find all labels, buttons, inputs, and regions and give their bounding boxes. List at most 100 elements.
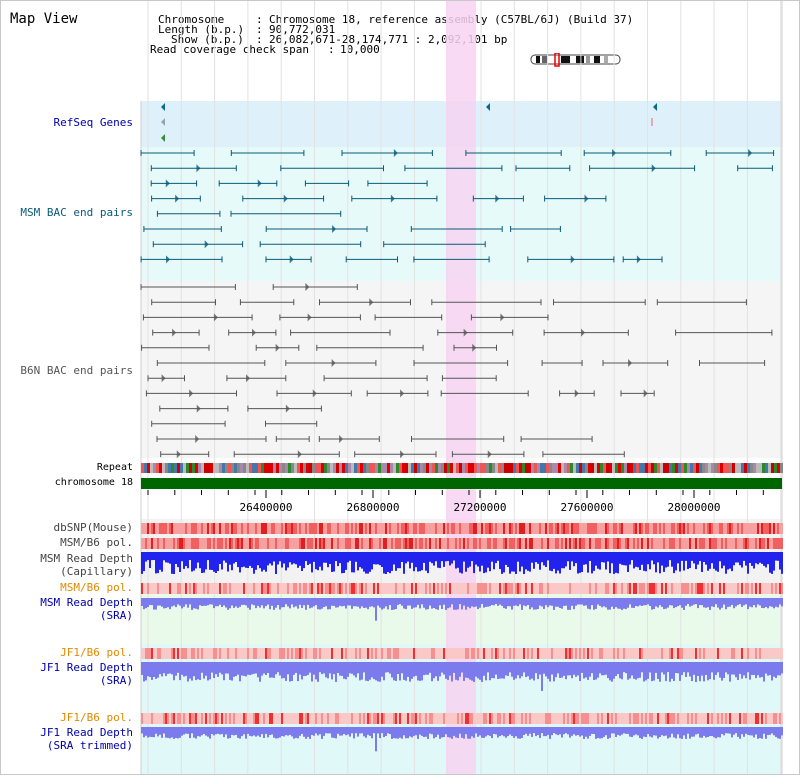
jf1-trimmed-depth-bar [239, 727, 241, 739]
repeat-segment [351, 463, 354, 473]
jf1-sra-depth-bar [551, 662, 553, 675]
msm-b6-pol-cell [475, 538, 477, 549]
chromosome-ideogram[interactable] [528, 53, 624, 67]
jf1-b6-pol-cell [621, 648, 623, 659]
msm-capillary-depth-bar [387, 552, 389, 572]
msm-b6-pol-cell [723, 538, 725, 549]
jf1-trimmed-depth-bar [579, 727, 581, 737]
msm-bac-pair-arrow [651, 164, 656, 173]
repeat-segment [558, 463, 561, 473]
track-label-dbsnp[interactable]: dbSNP(Mouse) [53, 521, 133, 534]
jf1-b6-pol2-cell [699, 713, 701, 724]
msm-capillary-depth-bar [375, 552, 377, 565]
msm-b6-pol2-cell [477, 583, 479, 594]
repeat-segment [384, 463, 387, 473]
msm-b6-pol-cell [427, 538, 429, 549]
track-label-refseq-genes[interactable]: RefSeq Genes [53, 116, 133, 129]
jf1-trimmed-depth-bar [173, 727, 175, 739]
jf1-b6-pol-cell [431, 648, 433, 659]
msm-bac-pair-arrow [196, 164, 201, 173]
jf1-trimmed-depth-bar [439, 727, 441, 739]
msm-capillary-depth-bar [337, 552, 339, 567]
jf1-b6-pol2-cell [661, 713, 663, 724]
msm-capillary-depth-bar [509, 552, 511, 574]
jf1-trimmed-depth-bar [563, 727, 565, 735]
msm-sra-depth-bar [337, 598, 339, 608]
jf1-sra-depth-bar [679, 662, 681, 681]
msm-b6-pol2-cell [631, 583, 633, 594]
msm-sra-depth-bar [633, 598, 635, 608]
msm-b6-pol2-cell [383, 583, 385, 594]
msm-b6-pol2-cell [595, 583, 597, 594]
msm-capillary-depth-bar [771, 552, 773, 574]
msm-sra-depth-bar [569, 598, 571, 610]
track-label-b6n-bac-end-pairs[interactable]: B6N BAC end pairs [20, 364, 133, 377]
jf1-trimmed-depth-bar [727, 727, 729, 734]
repeat-segment [768, 463, 771, 473]
track-label-msm-b6-pol-2[interactable]: MSM/B6 pol. [60, 581, 133, 594]
repeat-segment [735, 463, 738, 473]
repeat-segment [741, 463, 744, 473]
track-label-repeat[interactable]: Repeat [96, 462, 133, 473]
jf1-trimmed-depth-bar [759, 727, 761, 738]
msm-sra-depth-bar [265, 598, 267, 607]
track-label-jf1-depth-sra[interactable]: JF1 Read Depth [40, 661, 133, 674]
jf1-b6-pol-cell [507, 648, 509, 659]
track-label-msm-depth-capillary[interactable]: MSM Read Depth [40, 552, 133, 565]
msm-sra-depth-bar [439, 598, 441, 606]
msm-b6-pol2-cell [753, 583, 755, 594]
jf1-b6-pol-cell [389, 648, 391, 659]
jf1-b6-pol-cell [559, 648, 561, 659]
msm-b6-pol2-cell [345, 583, 347, 594]
track-label-jf1-b6-pol-2[interactable]: JF1/B6 pol. [60, 711, 133, 724]
msm-sra-depth-bar [179, 598, 181, 606]
msm-sra-depth-bar [691, 598, 693, 606]
jf1-b6-pol2-cell [687, 713, 689, 724]
track-label-jf1-depth-trimmed[interactable]: JF1 Read Depth [40, 726, 133, 739]
jf1-b6-pol2-cell [735, 713, 737, 724]
msm-capillary-depth-bar [523, 552, 525, 574]
jf1-b6-pol2-cell [495, 713, 497, 724]
msm-b6-pol2-cell [773, 583, 775, 594]
jf1-sra-depth-bar [411, 662, 413, 679]
dbsnp-density-cell [235, 523, 237, 534]
dbsnp-density-cell [717, 523, 719, 534]
msm-b6-pol2-cell [263, 583, 265, 594]
jf1-b6-pol2-cell [571, 713, 573, 724]
repeat-segment [681, 463, 684, 473]
msm-capillary-depth-bar [589, 552, 591, 561]
dbsnp-density-cell [679, 523, 681, 534]
msm-b6-pol-cell [293, 538, 295, 549]
msm-b6-pol2-cell [671, 583, 673, 594]
jf1-sra-depth-bar [409, 662, 411, 682]
dbsnp-density-cell [449, 523, 451, 534]
jf1-b6-pol2-cell [639, 713, 641, 724]
msm-sra-depth-bar [299, 598, 301, 605]
msm-b6-pol-cell [487, 538, 489, 549]
jf1-sra-depth-bar [205, 662, 207, 676]
msm-b6-pol2-cell [689, 583, 691, 594]
dbsnp-density-cell [649, 523, 651, 534]
jf1-b6-pol2-cell [369, 713, 371, 724]
repeat-segment [294, 463, 297, 473]
track-label-msm-b6-pol-1[interactable]: MSM/B6 pol. [60, 536, 133, 549]
track-label-msm-bac-end-pairs[interactable]: MSM BAC end pairs [20, 206, 133, 219]
msm-sra-depth-bar [345, 598, 347, 609]
jf1-sra-depth-bar [781, 662, 783, 674]
jf1-b6-pol-cell [141, 648, 143, 659]
jf1-b6-pol2-cell [163, 713, 165, 724]
msm-b6-pol2-cell [159, 583, 161, 594]
msm-capillary-depth-bar [155, 552, 157, 574]
track-label-msm-depth-sra[interactable]: MSM Read Depth [40, 596, 133, 609]
refseq-gene-marker [161, 134, 165, 142]
track-label-jf1-b6-pol-1[interactable]: JF1/B6 pol. [60, 646, 133, 659]
jf1-trimmed-depth-bar [375, 727, 377, 752]
jf1-b6-pol2-cell [353, 713, 355, 724]
msm-b6-pol-cell [253, 538, 255, 549]
msm-capillary-depth-bar [273, 552, 275, 562]
dbsnp-density-cell [757, 523, 759, 534]
jf1-sra-depth-bar [211, 662, 213, 673]
msm-b6-pol2-cell [651, 583, 653, 594]
repeat-segment [462, 463, 465, 473]
